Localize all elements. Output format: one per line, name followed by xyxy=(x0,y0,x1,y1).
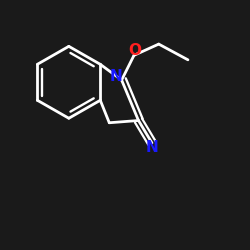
Text: N: N xyxy=(110,69,122,84)
Text: N: N xyxy=(146,140,158,155)
Text: O: O xyxy=(128,43,141,58)
